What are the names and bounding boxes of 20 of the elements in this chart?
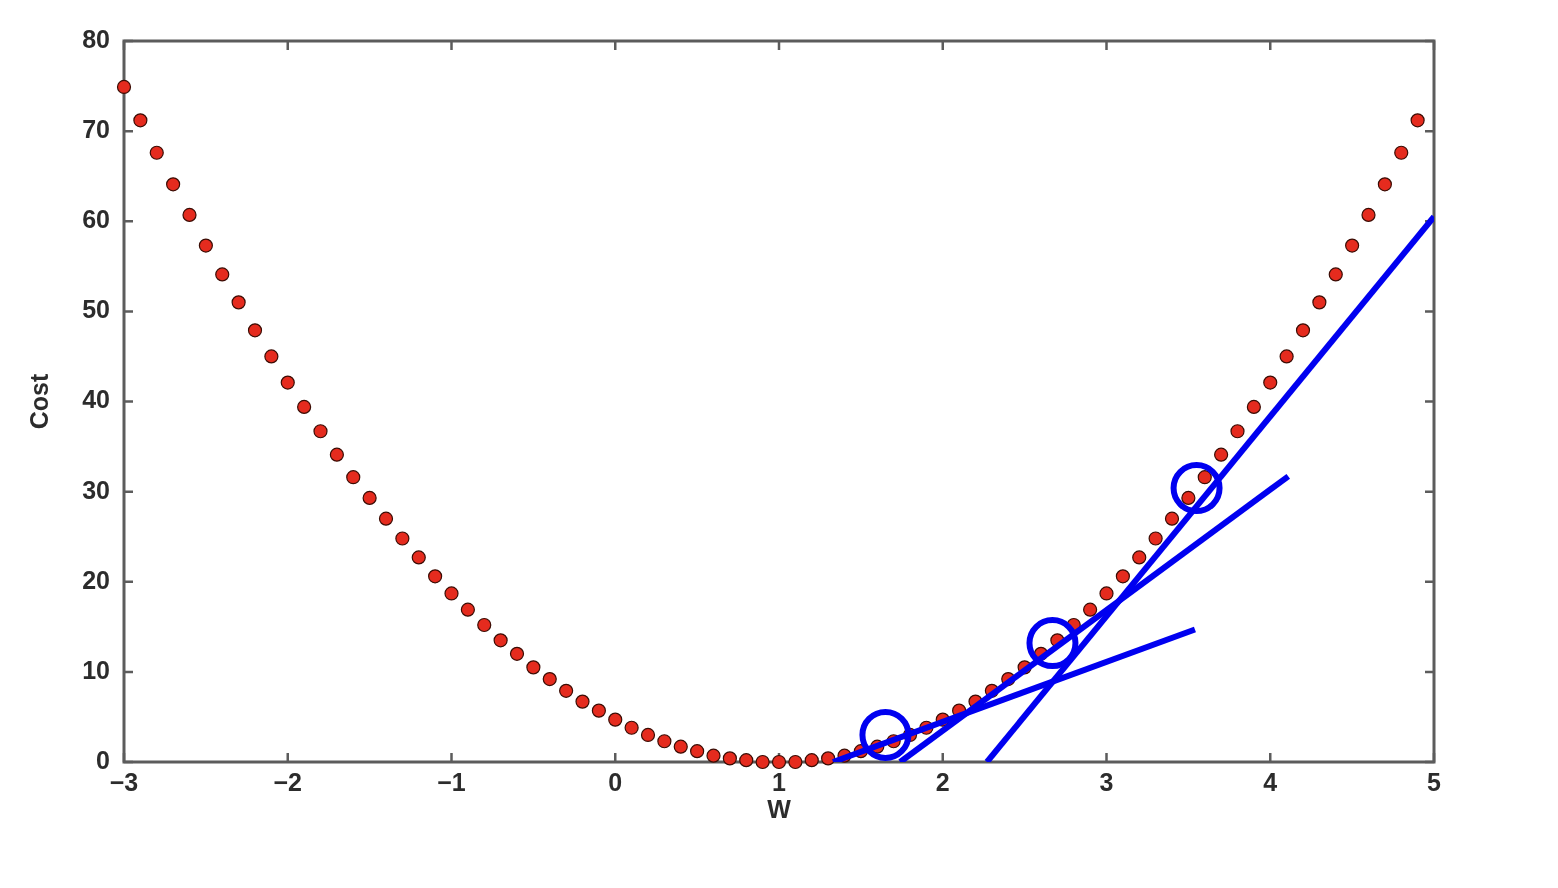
x-tick-label: 0 xyxy=(608,767,623,796)
y-tick-label: 0 xyxy=(96,745,110,774)
x-tick-label: −1 xyxy=(437,767,466,796)
x-tick-label: 2 xyxy=(935,767,950,796)
y-tick-label: 10 xyxy=(82,655,110,684)
y-tick-label: 40 xyxy=(82,385,110,414)
y-axis-title: Cost xyxy=(24,373,53,430)
x-axis-title: W xyxy=(767,794,792,823)
x-tick-label: −2 xyxy=(273,767,303,796)
y-tick-label: 20 xyxy=(82,565,110,594)
x-tick-label: 4 xyxy=(1263,767,1278,796)
y-tick-label: 70 xyxy=(82,115,110,144)
y-tick-label: 30 xyxy=(82,475,110,504)
y-tick-label: 60 xyxy=(82,205,110,234)
x-tick-label: −3 xyxy=(109,767,139,796)
y-tick-label: 80 xyxy=(82,24,110,53)
x-tick-label: 3 xyxy=(1099,767,1114,796)
x-tick-label: 1 xyxy=(772,767,787,796)
x-tick-label: 5 xyxy=(1427,767,1442,796)
y-tick-label: 50 xyxy=(82,295,110,324)
